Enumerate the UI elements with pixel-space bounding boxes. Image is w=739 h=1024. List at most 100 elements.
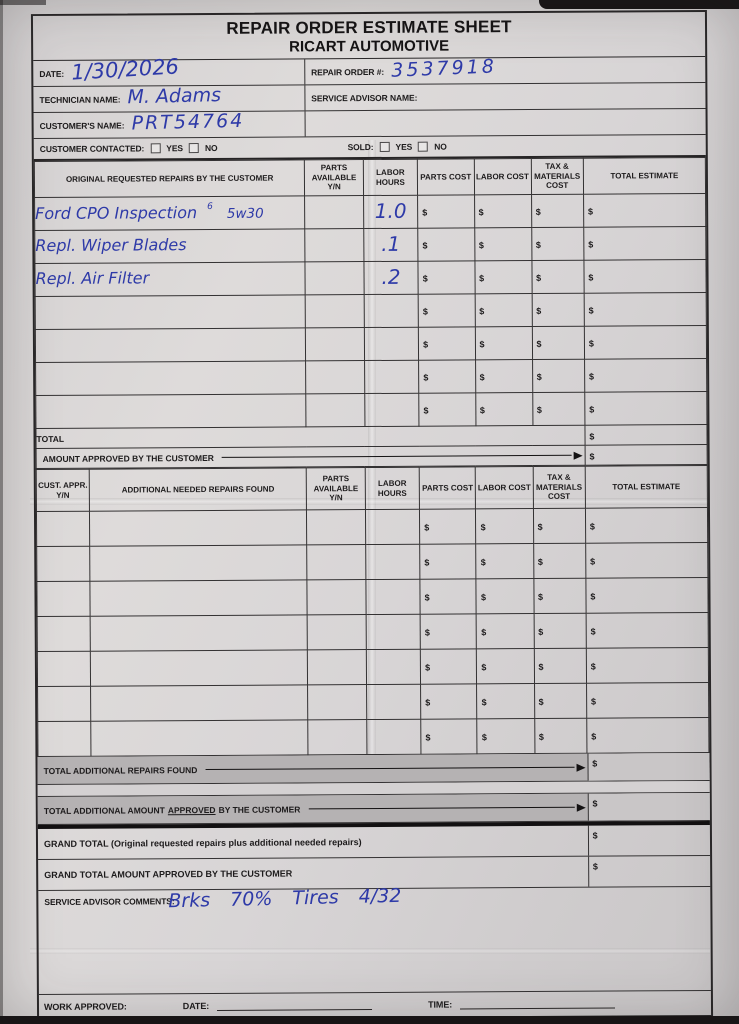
parts-cost-cell: $ [418,260,475,295]
dollar-sign: $ [537,556,543,567]
total-estimate-cell: $ [584,325,707,360]
labor-cost-cell: $ [474,194,532,228]
dollar-sign: $ [478,240,484,251]
work-approved-row: WORK APPROVED: DATE: TIME: [39,990,711,1018]
approved-word-underlined: APPROVED [167,804,216,815]
dollar-sign: $ [589,451,595,462]
labor-cost-cell: $ [476,613,534,649]
parts-cost-cell: $ [417,194,475,229]
tax-materials-cell: $ [532,392,585,426]
column-header-total-estimate: TOTAL ESTIMATE [585,465,708,509]
table-row: Repl. Wiper Blades .1 $ $ $ $ [34,226,706,264]
work-approved-date-line [217,999,373,1011]
table-row: $ $ $ $ [36,507,708,547]
dollar-sign: $ [590,591,596,602]
parts-cost-cell: $ [417,227,475,262]
dollar-sign: $ [592,798,598,809]
parts-cost-cell: $ [420,718,478,755]
dollar-sign: $ [591,731,597,742]
total-amount-cell: $ [584,424,708,446]
table-row: $ $ $ $ [36,542,708,582]
amount-approved-label: AMOUNT APPROVED BY THE CUSTOMER [42,452,214,464]
table-header-row: CUST. APPR. Y/N ADDITIONAL NEEDED REPAIR… [36,465,708,512]
dollar-sign: $ [422,240,428,251]
grid-cell [305,327,365,361]
grand-total-approved-label: GRAND TOTAL AMOUNT APPROVED BY THE CUSTO… [44,867,293,880]
grand-total-amount-cell: $ [587,824,711,856]
repair-description: Repl. Wiper Blades [35,235,187,256]
grid-cell [365,544,421,580]
grid-cell [307,684,367,720]
repair-description-cell [90,719,309,757]
dollar-sign: $ [588,239,594,250]
grid-cell [364,327,419,361]
arrow-line [308,806,575,810]
dollar-sign: $ [479,372,485,383]
sold-no-checkbox[interactable] [418,141,429,152]
table-row: $ $ $ $ [35,358,707,396]
labor-cost-cell: $ [476,648,535,684]
labor-hours-value: 1.0 [374,198,407,223]
fold-crease-horizontal [30,498,710,505]
dollar-sign: $ [479,273,485,284]
dollar-sign: $ [538,696,544,707]
dollar-sign: $ [480,522,486,533]
dollar-sign: $ [480,592,487,603]
dollar-sign: $ [481,697,487,708]
repair-description-cell [35,327,306,363]
column-header-tax-materials: TAX & MATERIALS COST [530,158,584,195]
info-row-technician: TECHNICIAN NAME: M. Adams SERVICE ADVISO… [33,82,706,114]
parts-cost-cell: $ [420,613,477,650]
dollar-sign: $ [425,697,431,708]
repair-description-cell [89,509,308,547]
column-header-tax-materials: TAX & MATERIALS COST [532,466,586,509]
labor-hours-cell: 1.0 [363,195,418,229]
customer-contacted-yes-checkbox[interactable] [150,143,161,154]
total-estimate-cell: $ [583,259,707,294]
table-row: $ $ $ $ [36,577,709,617]
customer-contacted-label: CUSTOMER CONTACTED: [39,143,145,155]
table-header-row: ORIGINAL REQUESTED REPAIRS BY THE CUSTOM… [34,157,706,198]
repair-description: Repl. Air Filter [35,268,150,289]
dollar-sign: $ [536,272,542,283]
labor-cost-cell: $ [474,293,532,327]
dollar-sign: $ [588,338,594,349]
grand-total-approved-amount-cell: $ [587,855,711,887]
tax-materials-cell: $ [531,227,584,261]
dollar-sign: $ [590,661,596,672]
form-header: REPAIR ORDER ESTIMATE SHEET RICART AUTOM… [32,11,706,62]
dollar-sign: $ [538,626,544,637]
dollar-sign: $ [422,306,428,317]
repair-description-cell [89,544,308,582]
date-label: DATE: [39,68,65,79]
labor-cost-cell: $ [474,227,532,261]
arrow-head-icon [576,763,586,772]
tax-materials-cell: $ [533,613,587,649]
tax-materials-cell: $ [531,194,584,228]
photo-edge-shadow [0,0,46,5]
dollar-sign: $ [424,557,430,568]
work-approved-time-line [460,997,616,1010]
customer-contacted-no-checkbox[interactable] [188,143,200,154]
column-header-parts-available: PARTS AVAILABLE Y/N [306,467,366,510]
total-estimate-cell: $ [584,391,707,426]
parts-cost-cell: $ [418,359,476,394]
total-additional-approved-amount-cell: $ [587,792,710,821]
repair-description-cell [35,360,307,396]
cust-appr-cell [36,546,90,582]
table-row: $ $ $ $ [37,682,709,722]
sold-yes-checkbox[interactable] [379,141,390,152]
arrow-line [205,766,575,771]
grid-cell [304,195,364,229]
dollar-sign: $ [589,404,595,415]
dollar-sign: $ [478,207,484,218]
grid-cell [363,294,419,328]
service-advisor-comments-value: Brks 70% Tires 4/32 [168,884,402,912]
total-additional-repairs-row: TOTAL ADDITIONAL REPAIRS FOUND $ [37,752,710,786]
dollar-sign: $ [423,339,429,350]
repair-description: Ford CPO Inspection [35,203,198,224]
grid-cell [366,649,421,685]
grid-cell [307,649,367,685]
work-approved-label: WORK APPROVED: [43,1001,127,1012]
parts-cost-cell: $ [420,648,478,685]
